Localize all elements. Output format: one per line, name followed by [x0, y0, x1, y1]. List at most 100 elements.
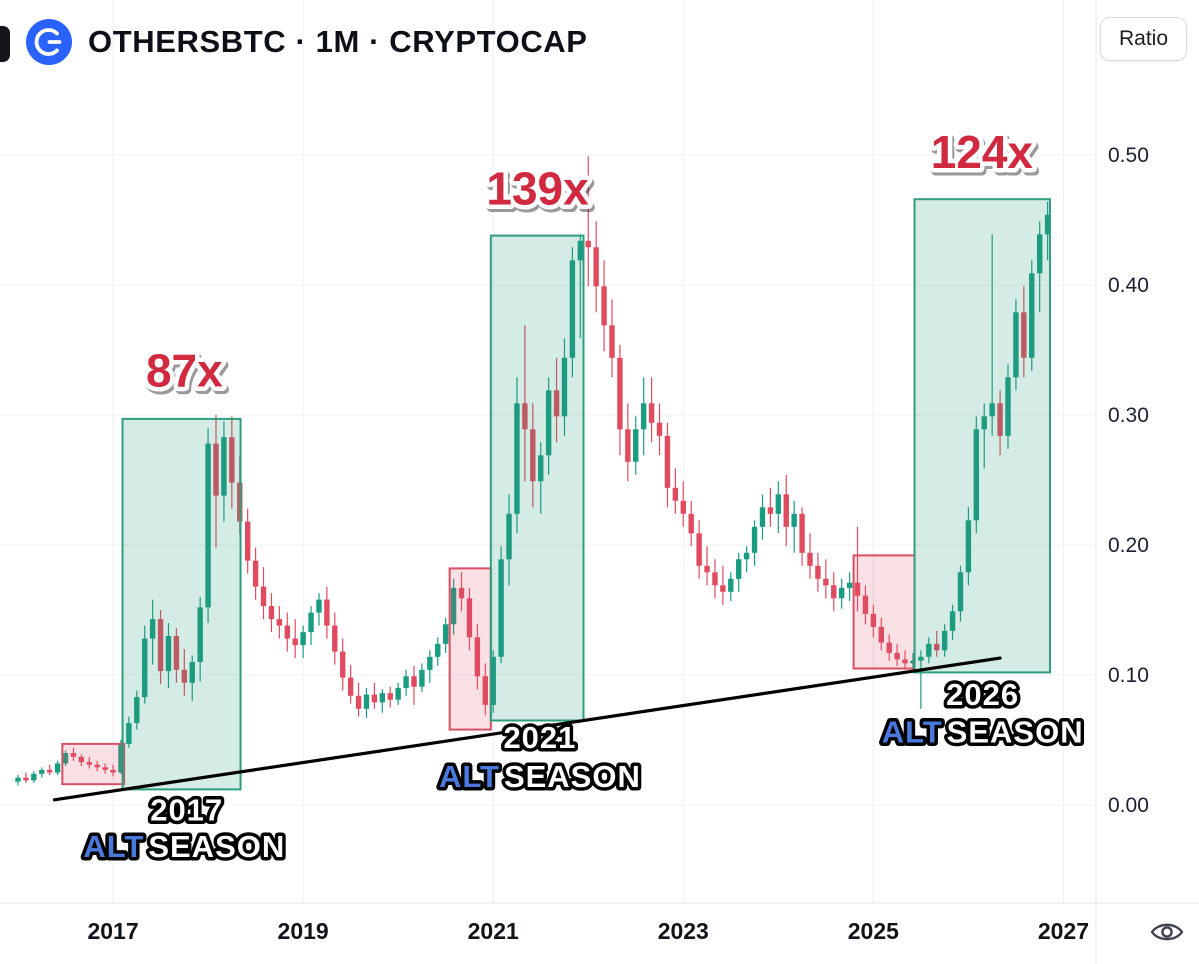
candle [490, 650, 496, 713]
box-2021-accumulation[interactable] [448, 567, 492, 731]
candle [268, 593, 275, 633]
candle [213, 415, 219, 548]
candle [530, 403, 536, 508]
candle [340, 638, 346, 691]
candle [973, 416, 980, 534]
altseason-year-label[interactable]: 2021 [500, 716, 579, 758]
ratio-button[interactable]: Ratio [1099, 17, 1187, 61]
candle [759, 494, 766, 540]
box-2021-altseason[interactable] [489, 234, 585, 722]
candle [86, 756, 92, 769]
clipped-edge-icon [0, 26, 10, 62]
candle [696, 520, 702, 579]
candle [656, 403, 663, 456]
multiplier-label[interactable]: 87x [141, 340, 227, 401]
candle [981, 403, 987, 469]
candle [514, 377, 520, 534]
candle [941, 624, 948, 657]
candle [894, 643, 900, 666]
altseason-label[interactable]: ALT SEASON [878, 711, 1086, 753]
candle [918, 650, 924, 709]
candle [601, 260, 607, 352]
altseason-year-label[interactable]: 2026 [943, 673, 1022, 715]
candle [736, 552, 742, 592]
candle [878, 617, 884, 651]
candle [815, 552, 821, 592]
candle [419, 663, 425, 692]
candle [664, 422, 671, 508]
box-2017-altseason[interactable] [121, 417, 242, 791]
price-tick-label: 0.20 [1108, 534, 1149, 557]
candle [292, 619, 298, 659]
box-2017-accumulation[interactable] [61, 742, 126, 786]
candle [395, 682, 401, 705]
candle [538, 442, 544, 514]
candle [78, 754, 85, 766]
candle [1013, 299, 1019, 391]
candle [62, 750, 69, 766]
box-2026-altseason[interactable] [913, 198, 1051, 674]
candle [252, 547, 259, 600]
candle [1036, 221, 1043, 313]
candle [561, 338, 568, 436]
trendline[interactable] [52, 656, 1002, 802]
candle [704, 546, 710, 586]
candle [593, 221, 599, 313]
candle [229, 416, 235, 509]
candle [743, 546, 750, 573]
price-tick-label: 0.10 [1108, 664, 1149, 687]
candle [712, 559, 718, 599]
time-tick-label: 2025 [848, 918, 899, 944]
candle [989, 234, 995, 436]
candle [680, 481, 686, 527]
candle [1029, 260, 1035, 371]
candle [54, 760, 61, 776]
multiplier-label[interactable]: 139x [482, 158, 594, 219]
candle [862, 585, 869, 625]
candle [902, 650, 908, 670]
candle [94, 760, 100, 772]
candle [379, 689, 386, 713]
time-scale[interactable]: 2017 2019 2021 2023 2025 2027 [87, 918, 1089, 944]
candle [965, 507, 972, 586]
altseason-label[interactable]: ALT SEASON [80, 826, 288, 868]
candle [102, 763, 108, 774]
candle [15, 775, 21, 786]
candle [371, 682, 378, 709]
candle [181, 649, 188, 696]
candle [957, 565, 964, 622]
candle [553, 357, 560, 443]
candle [807, 533, 813, 579]
candle [173, 628, 180, 683]
candle [189, 655, 195, 701]
symbol-logo-icon[interactable] [26, 19, 72, 65]
multiplier-label[interactable]: 124x [926, 122, 1038, 183]
price-scale[interactable]: 0.00 0.10 0.20 0.30 0.40 0.50 [1108, 144, 1149, 817]
candle [997, 390, 1003, 456]
eye-icon[interactable] [1147, 912, 1187, 952]
candle [46, 764, 53, 776]
chart-title: OTHERSBTC · 1M · CRYPTOCAP [88, 24, 588, 59]
box-2026-accumulation[interactable] [852, 554, 916, 670]
candle [308, 606, 314, 646]
candle [775, 481, 782, 534]
candle [585, 156, 591, 287]
altseason-year-label[interactable]: 2017 [147, 789, 226, 831]
candle [355, 682, 362, 717]
altseason-label[interactable]: ALT SEASON [435, 755, 643, 797]
altseason-boxes [61, 198, 1051, 791]
candle [1021, 286, 1027, 378]
candle [577, 234, 584, 339]
candle [427, 650, 433, 683]
candle [625, 403, 631, 482]
price-tick-label: 0.30 [1108, 404, 1149, 427]
price-tick-label: 0.00 [1108, 794, 1149, 817]
candle [403, 669, 409, 696]
candle [609, 299, 615, 378]
time-tick-label: 2019 [278, 918, 329, 944]
candle [720, 565, 726, 605]
candle [118, 740, 124, 774]
